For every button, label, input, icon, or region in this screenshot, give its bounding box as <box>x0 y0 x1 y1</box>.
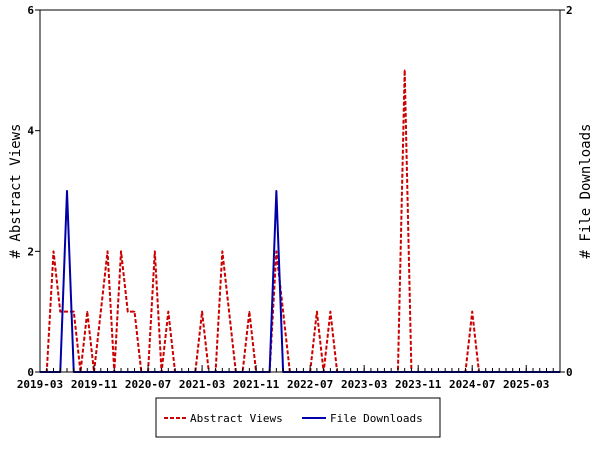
x-tick-label: 2020-07 <box>125 378 171 391</box>
series-line-file-downloads <box>40 190 560 373</box>
data-point-abstract-views <box>52 250 55 253</box>
series-layer <box>39 69 561 373</box>
data-point-abstract-views <box>282 310 284 313</box>
legend-box <box>155 397 441 438</box>
data-point-abstract-views <box>86 310 89 313</box>
legend: Abstract Views File Downloads <box>155 397 441 438</box>
plot-frame <box>39 9 561 373</box>
y-left-axis: 0 2 4 6 <box>27 4 40 379</box>
y-left-tick-label: 6 <box>27 4 34 17</box>
data-point-abstract-views <box>106 250 109 253</box>
data-point-abstract-views <box>275 250 278 253</box>
data-point-abstract-views <box>403 69 406 72</box>
x-tick-label: 2025-03 <box>503 378 549 391</box>
data-point-file-downloads <box>66 190 68 192</box>
data-point-abstract-views <box>201 310 203 313</box>
y-right-axis: 02 <box>560 4 573 379</box>
y-left-tick-label: 4 <box>27 125 34 138</box>
data-point-file-downloads <box>275 190 278 192</box>
x-axis-ticks: 2019-03 2019-11 2020-07 2021-03 2021-11 2022-… <box>17 365 561 391</box>
y-right-tick-label: 0 <box>566 366 573 379</box>
data-point-abstract-views <box>248 310 251 313</box>
data-point-abstract-views <box>72 310 75 313</box>
data-point-abstract-views <box>126 310 129 313</box>
y-left-tick-label: 0 <box>27 366 34 379</box>
data-point-abstract-views <box>316 310 318 313</box>
y-right-axis-title: # File Downloads <box>578 124 594 259</box>
x-tick-label: 2024-07 <box>449 378 495 391</box>
data-point-abstract-views <box>221 250 224 253</box>
x-tick-label: 2023-03 <box>341 378 387 391</box>
legend-label-file-downloads: File Downloads <box>330 412 423 425</box>
x-tick-label: 2023-11 <box>395 378 442 391</box>
legend-label-abstract-views: Abstract Views <box>190 412 283 425</box>
data-point-abstract-views <box>154 250 156 253</box>
x-tick-label: 2021-11 <box>233 378 280 391</box>
data-point-abstract-views <box>120 250 122 253</box>
series-line-abstract-views <box>40 69 560 373</box>
y-left-axis-title: # Abstract Views <box>8 124 24 259</box>
x-tick-label: 2022-07 <box>287 378 333 391</box>
data-point-abstract-views <box>167 310 170 313</box>
data-point-abstract-views <box>59 310 62 313</box>
y-left-tick-label: 2 <box>27 245 34 258</box>
x-tick-label: 2019-11 <box>71 378 118 391</box>
data-point-abstract-views <box>99 310 102 313</box>
data-point-abstract-views <box>471 310 474 313</box>
x-tick-label: 2019-03 <box>17 378 63 391</box>
x-tick-label: 2021-03 <box>179 378 225 391</box>
data-point-abstract-views <box>329 310 332 313</box>
data-point-abstract-views <box>66 310 68 313</box>
y-right-tick-label: 2 <box>566 4 573 17</box>
data-point-abstract-views <box>228 310 230 313</box>
data-point-abstract-views <box>133 310 136 313</box>
